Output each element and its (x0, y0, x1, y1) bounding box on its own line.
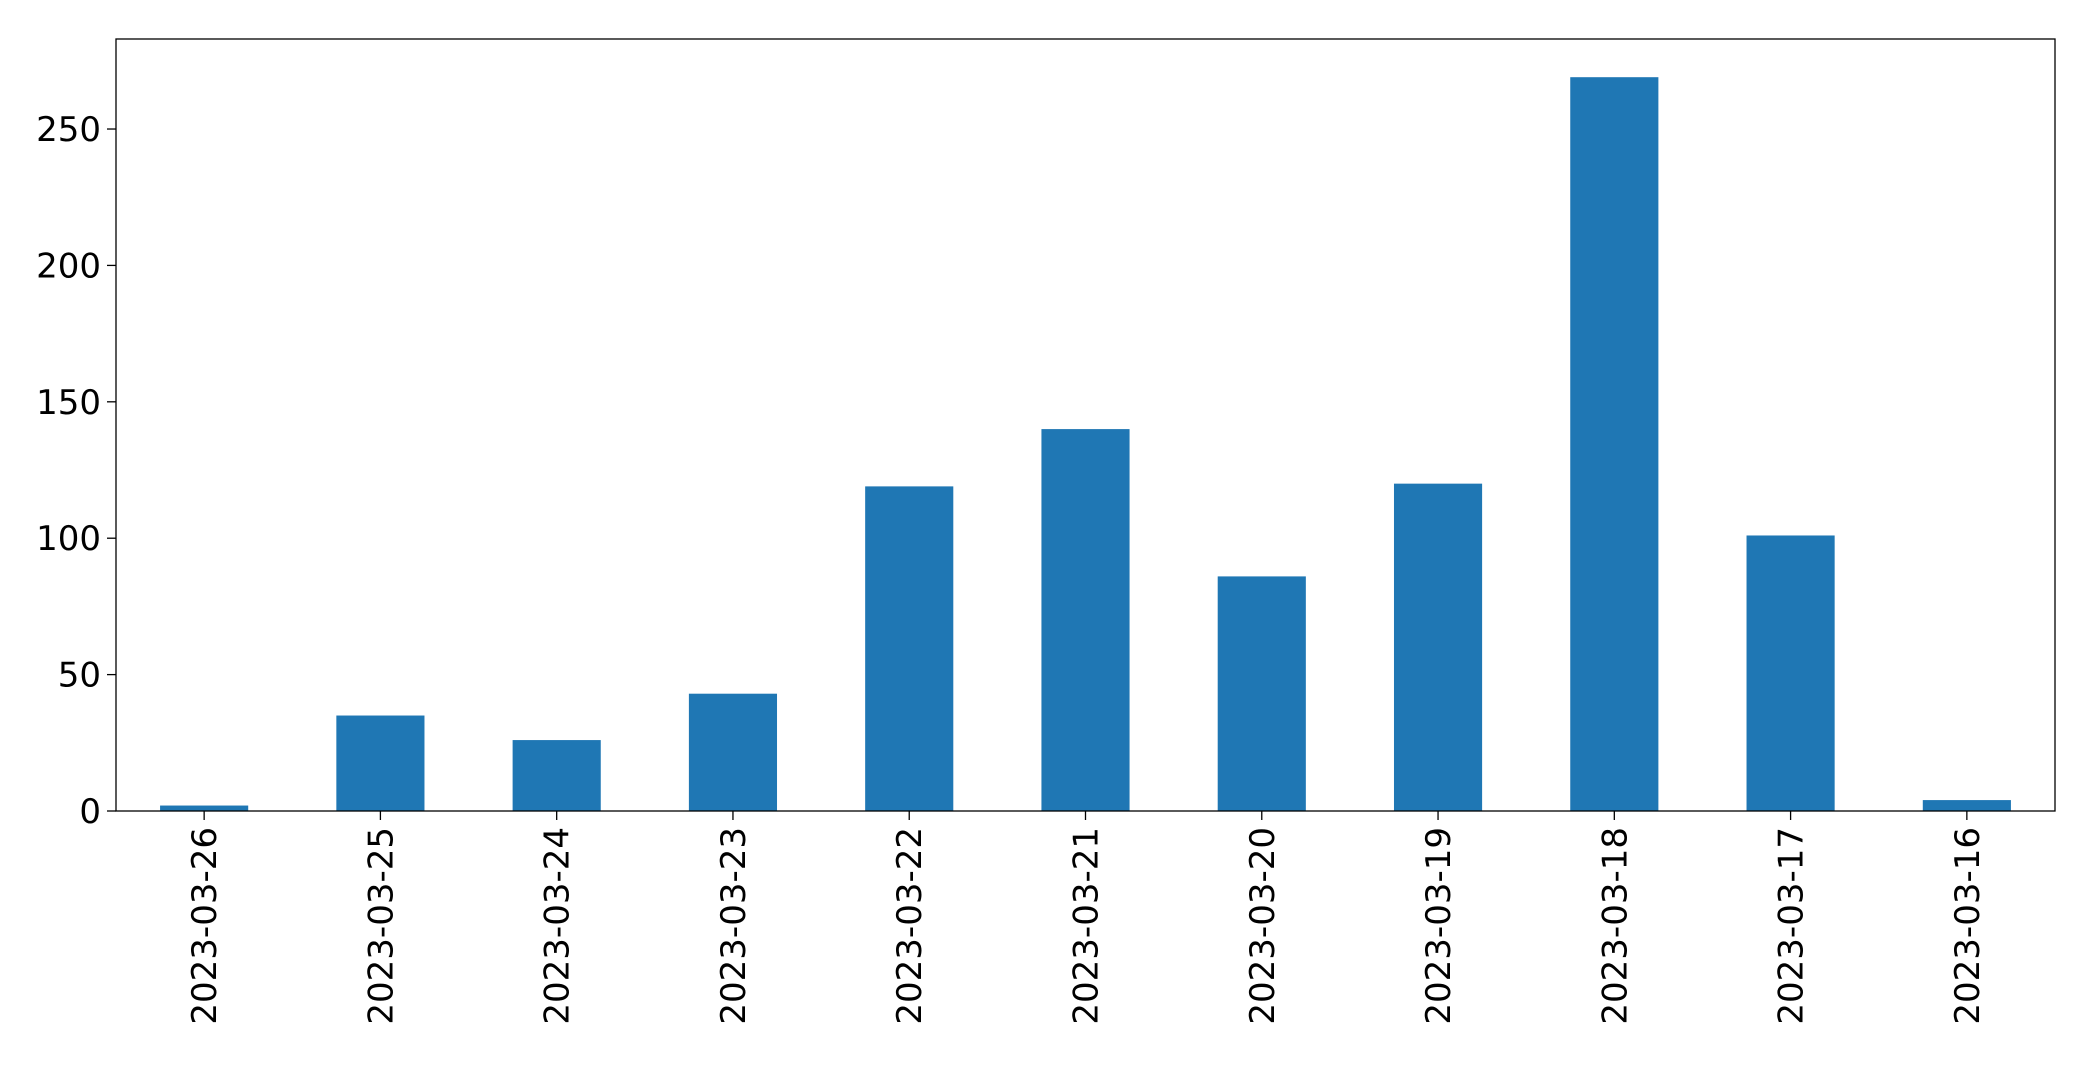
bar-2023-03-17 (1746, 535, 1835, 811)
plot-frame (115, 38, 2056, 812)
x-tick-label: 2023-03-24 (538, 827, 578, 1025)
x-tick-label: 2023-03-25 (361, 827, 401, 1025)
x-tick-label: 2023-03-23 (714, 827, 754, 1025)
y-tick-label: 200 (36, 246, 101, 286)
bar-2023-03-19 (1393, 483, 1483, 811)
bar-2023-03-23 (688, 693, 778, 811)
y-tick-label: 50 (58, 656, 101, 696)
x-axis: 2023-03-26 2023-03-25 2023-03-24 2023-03-23… (185, 811, 1988, 1025)
bars-layer (160, 77, 2011, 812)
x-tick-label: 2023-03-21 (1067, 827, 1107, 1025)
y-tick-label: 250 (36, 110, 101, 150)
bar-2023-03-20 (1217, 576, 1306, 811)
x-tick-label: 2023-03-18 (1595, 827, 1635, 1025)
bar-2023-03-18 (1570, 77, 1659, 812)
x-tick-label: 2023-03-20 (1243, 827, 1283, 1025)
bar-2023-03-21 (1041, 429, 1130, 811)
x-tick-label: 2023-03-26 (185, 827, 225, 1025)
bar-2023-03-26 (160, 805, 249, 811)
bar-2023-03-16 (1922, 800, 2011, 811)
bar-2023-03-24 (512, 740, 601, 811)
x-tick-label: 2023-03-22 (890, 827, 930, 1025)
y-tick-label: 0 (79, 792, 101, 832)
bar-2023-03-22 (865, 486, 954, 811)
x-tick-label: 2023-03-17 (1772, 827, 1812, 1025)
x-tick-label: 2023-03-19 (1419, 827, 1459, 1025)
y-tick-label: 150 (36, 383, 101, 423)
y-tick-label: 100 (36, 519, 101, 559)
x-tick-label: 2023-03-16 (1948, 827, 1988, 1025)
y-axis: 0 50 100 150 200 250 (36, 110, 116, 832)
bar-2023-03-25 (336, 715, 425, 811)
